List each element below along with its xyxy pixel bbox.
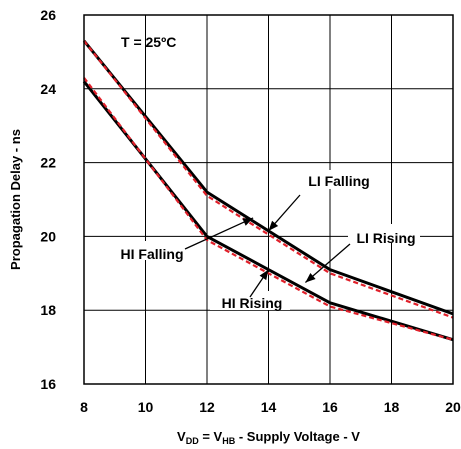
x-tick-label: 8	[80, 399, 88, 415]
annotation-label-bg	[210, 291, 290, 310]
grid-lines	[84, 15, 453, 384]
annotation-arrowhead	[242, 217, 254, 226]
y-tick-label: 16	[40, 376, 56, 392]
annotation-arrowhead	[305, 272, 316, 283]
annotations: LI Falling LI Rising HI Falling HI Rising	[108, 170, 420, 311]
x-axis-title-sub: HB	[222, 436, 235, 446]
annotation-label-bg	[348, 224, 420, 243]
y-tick-label: 20	[40, 228, 56, 244]
annotation-arrowhead	[268, 220, 279, 231]
series-line	[83, 40, 454, 319]
annotation-label: LI Rising	[356, 230, 415, 246]
annotation-arrowhead	[259, 269, 269, 281]
x-axis-title: VDD = VHB - Supply Voltage - V	[177, 429, 360, 446]
y-tick-labels: 16 18 20 22 24 26	[40, 7, 56, 392]
y-tick-label: 18	[40, 302, 56, 318]
y-tick-label: 26	[40, 7, 56, 23]
temperature-condition: T = 25ºC	[121, 34, 176, 50]
x-tick-label: 12	[199, 399, 215, 415]
annotation-label: LI Falling	[308, 173, 369, 189]
series-line	[83, 77, 454, 341]
plot-frame	[83, 14, 454, 385]
x-axis-title-part: V	[177, 429, 186, 444]
x-tick-label: 14	[261, 399, 277, 415]
x-tick-label: 20	[445, 399, 461, 415]
y-tick-label: 24	[40, 81, 56, 97]
annotation-label: HI Rising	[222, 295, 283, 311]
annotation-label: HI Falling	[121, 246, 184, 262]
y-tick-label: 22	[40, 155, 56, 171]
x-axis-title-part: - Supply Voltage - V	[235, 429, 360, 444]
x-tick-label: 18	[384, 399, 400, 415]
x-tick-label: 16	[322, 399, 338, 415]
x-axis-title-sub: DD	[186, 436, 199, 446]
y-axis-title: Propagation Delay - ns	[8, 129, 23, 270]
annotation-label-bg	[108, 241, 192, 260]
annotation-label-bg	[298, 170, 376, 189]
annotation-arrow	[184, 217, 254, 250]
x-tick-labels: 8 10 12 14 16 18 20	[80, 399, 461, 415]
x-axis-title-part: = V	[199, 429, 223, 444]
x-tick-label: 10	[138, 399, 154, 415]
